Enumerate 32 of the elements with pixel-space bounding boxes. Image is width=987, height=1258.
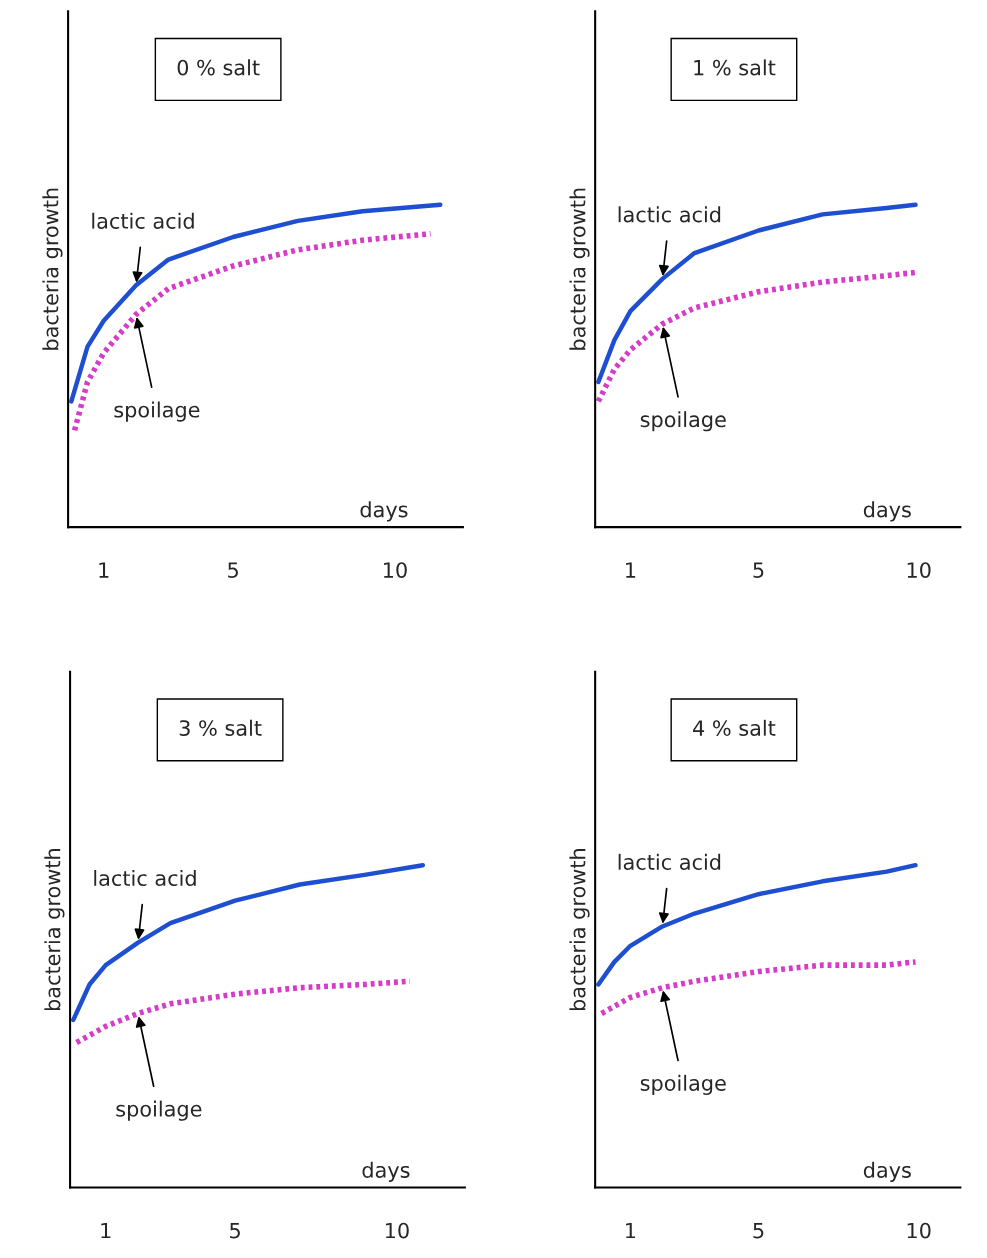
x-tick-label: 10 xyxy=(907,1222,931,1239)
x-tick-label: 1 xyxy=(626,562,636,578)
x-tick-label: 10 xyxy=(907,562,931,578)
x-tick-label: 5 xyxy=(230,1222,240,1239)
chart-title: 3 % salt xyxy=(179,719,262,736)
x-tick-label: 10 xyxy=(385,1222,409,1239)
series-label: lactic acid xyxy=(618,853,721,870)
chart-title: 4 % salt xyxy=(693,719,776,736)
x-axis-title: days xyxy=(360,501,408,522)
x-axis-title: days xyxy=(362,1161,410,1182)
y-axis-title: bacteria growth xyxy=(569,188,590,350)
x-tick-label: 10 xyxy=(383,562,407,578)
y-axis-title: bacteria growth xyxy=(569,849,590,1011)
x-axis-title: days xyxy=(863,501,911,522)
y-axis-title: bacteria growth xyxy=(42,188,63,350)
chart-title: 0 % salt xyxy=(177,59,260,76)
x-tick-label: 5 xyxy=(753,562,764,578)
chart-title: 1 % salt xyxy=(694,59,776,76)
x-tick-label: 5 xyxy=(753,1222,764,1239)
x-tick-label: 5 xyxy=(228,562,238,578)
x-tick-label: 1 xyxy=(626,1222,636,1239)
text: spoilage xyxy=(640,411,726,432)
series-label: lactic acid xyxy=(92,212,194,229)
series-label: lactic acid xyxy=(94,869,196,887)
x-axis-title: days xyxy=(863,1161,911,1182)
x-tick-label: 1 xyxy=(101,1222,111,1239)
y-axis-title: bacteria growth xyxy=(44,849,65,1011)
series-label: spoilage xyxy=(114,401,200,422)
text: spoilage xyxy=(640,1074,726,1095)
series-label: lactic acid xyxy=(618,206,721,223)
text: spoilage xyxy=(116,1100,202,1121)
x-tick-label: 1 xyxy=(99,562,109,578)
